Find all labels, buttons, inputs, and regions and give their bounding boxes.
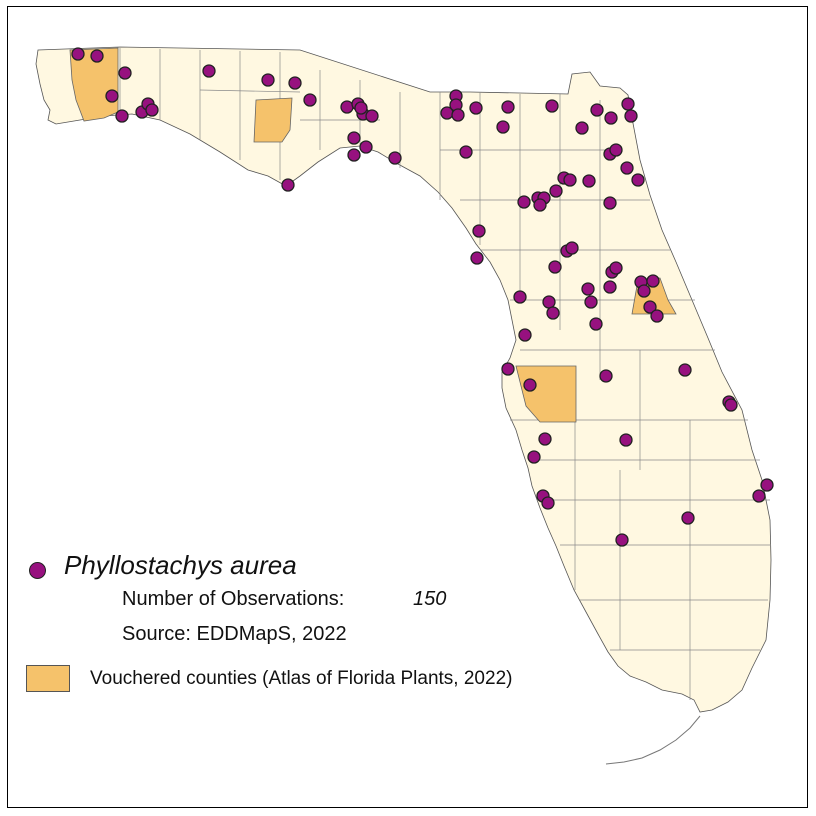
observation-point	[584, 295, 598, 309]
observation-point	[459, 145, 473, 159]
observation-point	[115, 109, 129, 123]
observation-point	[90, 49, 104, 63]
vouchered-counties	[69, 47, 677, 423]
vouchered-county-jackson	[253, 97, 293, 143]
observation-point	[469, 101, 483, 115]
observation-point	[760, 478, 774, 492]
vouchered-county-escambia	[69, 47, 119, 122]
observation-point	[288, 76, 302, 90]
observation-point	[105, 89, 119, 103]
observation-point	[517, 195, 531, 209]
observation-count-label: Number of Observations:	[122, 588, 345, 610]
observation-point	[609, 261, 623, 275]
observation-point	[609, 143, 623, 157]
observation-point	[118, 66, 132, 80]
florida-keys	[605, 715, 701, 765]
observation-point	[549, 184, 563, 198]
observation-point	[501, 362, 515, 376]
observation-point	[589, 317, 603, 331]
observation-point	[637, 284, 651, 298]
species-name: Phyllostachys aurea	[64, 550, 297, 580]
observation-point	[470, 251, 484, 265]
observation-point	[575, 121, 589, 135]
observation-point	[145, 103, 159, 117]
observation-point	[347, 131, 361, 145]
observation-point	[631, 173, 645, 187]
observation-point	[538, 432, 552, 446]
observation-point	[496, 120, 510, 134]
observation-point	[501, 100, 515, 114]
observation-point	[619, 433, 633, 447]
observation-point	[724, 398, 738, 412]
observation-point	[518, 328, 532, 342]
observation-point	[281, 178, 295, 192]
observation-point	[548, 260, 562, 274]
observation-point	[563, 173, 577, 187]
observation-point	[541, 496, 555, 510]
observation-point	[681, 511, 695, 525]
observation-point	[582, 174, 596, 188]
observation-point	[603, 280, 617, 294]
observation-point	[359, 140, 373, 154]
observation-point	[365, 109, 379, 123]
observation-point	[527, 450, 541, 464]
observation-point	[603, 196, 617, 210]
observation-point	[354, 101, 368, 115]
observation-point	[523, 378, 537, 392]
observation-point	[388, 151, 402, 165]
observation-point	[565, 241, 579, 255]
observation-point	[650, 309, 664, 323]
observation-point	[303, 93, 317, 107]
observation-point	[71, 47, 85, 61]
observation-legend-icon	[29, 562, 46, 579]
observation-point	[546, 306, 560, 320]
observation-point	[261, 73, 275, 87]
observation-point	[643, 300, 657, 314]
observation-point	[624, 109, 638, 123]
observation-point	[451, 108, 465, 122]
observation-point	[621, 97, 635, 111]
observation-point	[599, 369, 613, 383]
observation-point	[340, 100, 354, 114]
observation-point	[615, 533, 629, 547]
observation-points	[71, 47, 774, 547]
observation-point	[347, 148, 361, 162]
observation-point	[472, 224, 486, 238]
observation-point	[752, 489, 766, 503]
observation-point	[620, 161, 634, 175]
observation-count-value: 150	[413, 588, 447, 610]
observation-point	[604, 111, 618, 125]
observation-point	[545, 99, 559, 113]
florida-landmass	[35, 46, 772, 713]
vouchered-legend-label: Vouchered counties (Atlas of Florida Pla…	[90, 668, 513, 689]
observation-point	[590, 103, 604, 117]
observation-point	[542, 295, 556, 309]
vouchered-legend-swatch	[26, 665, 70, 692]
observation-point	[646, 274, 660, 288]
observation-point	[533, 198, 547, 212]
source-text: Source: EDDMapS, 2022	[122, 623, 347, 645]
observation-point	[513, 290, 527, 304]
observation-point	[202, 64, 216, 78]
observation-point	[678, 363, 692, 377]
observation-point	[581, 282, 595, 296]
